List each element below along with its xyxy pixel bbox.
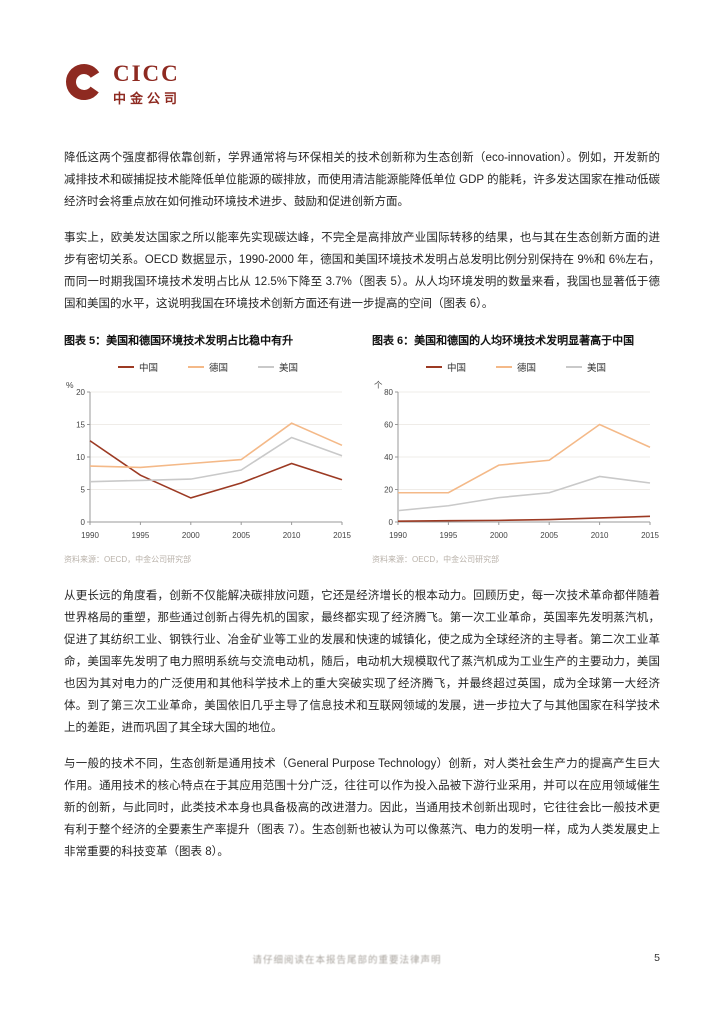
figure-5-source: 资料来源：OECD，中金公司研究部: [64, 554, 192, 564]
series-line-德国: [398, 423, 651, 494]
series-line-中国: [397, 515, 651, 522]
figure-6-title: 图表 6：美国和德国的人均环境技术发明显著高于中国: [372, 334, 635, 347]
paragraph-3: 从更长远的角度看，创新不仅能解决碳排放问题，它还是经济增长的根本动力。回顾历史，…: [64, 589, 660, 735]
logo-text-en: CICC: [113, 61, 180, 86]
y-tick-label: 20: [76, 388, 85, 397]
chart-plot: 0 20 40 60 80 1990 1995 2000 2005 2010 2015 个: [374, 380, 659, 540]
y-axis-unit: %: [66, 380, 74, 390]
footer-disclaimer: 请仔细阅读在本报告尾部的重要法律声明: [252, 955, 442, 966]
figure-5: 图表 5：美国和德国环境技术发明占比稳中有升 中国 德国 美国 0 5 10 15 20 199…: [64, 332, 352, 565]
x-tick-label: 1995: [132, 531, 150, 540]
chart-legend: 中国 德国 美国: [372, 360, 660, 374]
x-tick-label: 2015: [641, 531, 659, 540]
x-tick-label: 2000: [182, 531, 200, 540]
legend-item: 德国: [187, 360, 228, 374]
company-logo: CICC 中金公司: [64, 62, 660, 107]
legend-label: 美国: [279, 362, 299, 374]
legend-swatch: [258, 365, 274, 368]
paragraph-1: 降低这两个强度都得依靠创新，学界通常将与环保相关的技术创新称为生态创新（eco-…: [64, 152, 660, 209]
page-footer: 请仔细阅读在本报告尾部的重要法律声明 5: [64, 952, 660, 966]
legend-label: 美国: [587, 362, 607, 374]
y-tick-label: 80: [384, 388, 393, 397]
cicc-logo-icon: [64, 62, 104, 107]
series-line-美国: [89, 436, 343, 483]
legend-item: 德国: [495, 360, 536, 374]
y-tick-label: 20: [384, 485, 393, 494]
legend-label: 德国: [516, 362, 536, 374]
logo-wordmark: CICC 中金公司: [113, 62, 181, 107]
y-tick-label: 15: [76, 420, 85, 429]
figure-5-line-chart: 中国 德国 美国 0 5 10 15 20 1990 1995 2000 2005 2010 2015%: [64, 360, 352, 546]
x-tick-label: 1995: [440, 531, 458, 540]
legend-label: 德国: [208, 362, 228, 374]
legend-item: 中国: [425, 360, 466, 374]
legend-swatch: [566, 365, 582, 368]
legend-swatch: [117, 365, 134, 368]
figure-6: 图表 6：美国和德国的人均环境技术发明显著高于中国 中国 德国 美国 0 20 40 60 8…: [372, 332, 660, 565]
figure-6-source: 资料来源：OECD，中金公司研究部: [372, 554, 500, 564]
paragraph-2: 事实上，欧美发达国家之所以能率先实现碳达峰，不完全是高排放产业国际转移的结果，也…: [64, 232, 660, 311]
x-tick-label: 1990: [389, 531, 407, 540]
figures-row: 图表 5：美国和德国环境技术发明占比稳中有升 中国 德国 美国 0 5 10 15 20 199…: [64, 332, 660, 565]
chart-plot: 0 5 10 15 20 1990 1995 2000 2005 2010 2015%: [66, 380, 351, 540]
x-tick-label: 2010: [283, 531, 301, 540]
y-tick-label: 5: [81, 485, 86, 494]
x-tick-label: 2005: [540, 531, 558, 540]
legend-item: 美国: [258, 360, 298, 374]
x-tick-label: 1990: [81, 531, 99, 540]
series-line-中国: [89, 439, 343, 499]
x-tick-label: 2000: [490, 531, 508, 540]
legend-swatch: [187, 365, 204, 368]
paragraph-4: 与一般的技术不同，生态创新是通用技术（General Purpose Techn…: [64, 758, 660, 859]
y-tick-label: 0: [81, 518, 86, 527]
x-tick-label: 2005: [232, 531, 250, 540]
legend-label: 中国: [138, 362, 158, 374]
x-tick-label: 2010: [591, 531, 609, 540]
y-axis-unit: 个: [374, 380, 383, 390]
chart-legend: 中国 德国 美国: [64, 360, 352, 374]
legend-label: 中国: [446, 362, 466, 374]
y-tick-label: 40: [384, 453, 393, 462]
series-line-美国: [397, 475, 651, 511]
y-tick-label: 10: [76, 453, 85, 462]
legend-swatch: [425, 365, 442, 368]
figure-5-title: 图表 5：美国和德国环境技术发明占比稳中有升: [64, 334, 294, 347]
legend-item: 中国: [117, 360, 158, 374]
logo-text-cn: 中金公司: [113, 91, 182, 106]
legend-item: 美国: [566, 360, 606, 374]
y-tick-label: 0: [389, 518, 394, 527]
series-line-德国: [89, 421, 343, 468]
figure-6-line-chart: 中国 德国 美国 0 20 40 60 80 1990 1995 2000 2005 2010 2015 个: [372, 360, 660, 546]
legend-swatch: [495, 365, 512, 368]
y-tick-label: 60: [384, 420, 393, 429]
x-tick-label: 2015: [333, 531, 351, 540]
page-number: 5: [654, 952, 660, 964]
